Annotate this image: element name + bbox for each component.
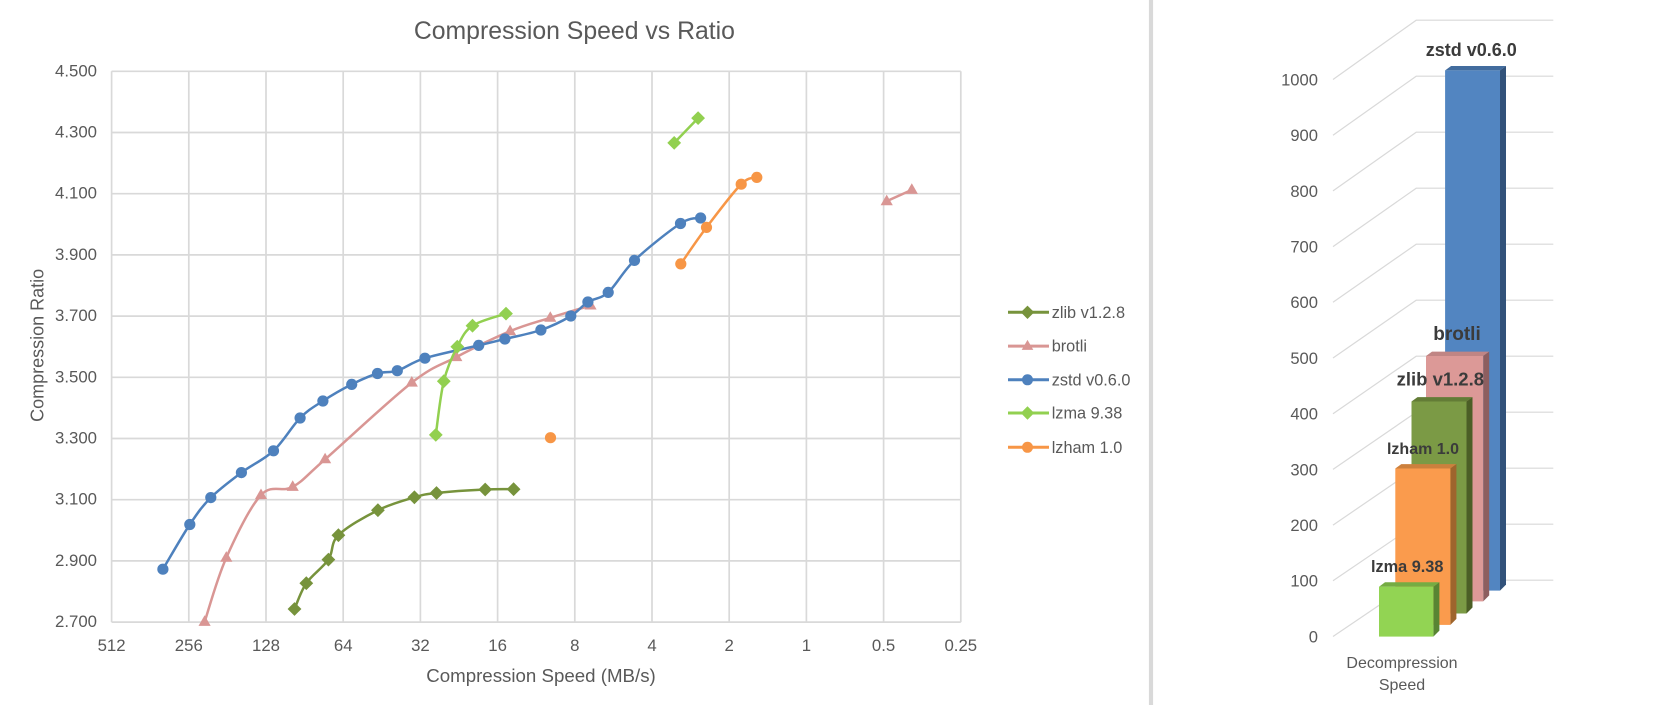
svg-text:3.500: 3.500 (55, 367, 97, 386)
svg-text:3.900: 3.900 (55, 245, 97, 264)
svg-text:4: 4 (647, 636, 656, 655)
svg-text:2.900: 2.900 (55, 551, 97, 570)
svg-text:lzma 9.38: lzma 9.38 (1052, 405, 1123, 423)
svg-text:400: 400 (1290, 405, 1318, 424)
svg-text:800: 800 (1290, 182, 1318, 201)
svg-text:zlib v1.2.8: zlib v1.2.8 (1052, 304, 1125, 322)
svg-text:1000: 1000 (1281, 70, 1318, 89)
svg-text:600: 600 (1290, 293, 1318, 312)
svg-text:brotli: brotli (1433, 324, 1481, 345)
svg-text:3.700: 3.700 (55, 306, 97, 325)
svg-text:200: 200 (1290, 516, 1318, 535)
svg-text:3.100: 3.100 (55, 490, 97, 509)
svg-text:500: 500 (1290, 349, 1318, 368)
svg-text:300: 300 (1290, 460, 1318, 479)
svg-text:100: 100 (1290, 572, 1318, 591)
svg-text:4.300: 4.300 (55, 123, 97, 142)
svg-text:zstd v0.6.0: zstd v0.6.0 (1426, 40, 1517, 60)
svg-text:0.25: 0.25 (944, 636, 977, 655)
svg-text:700: 700 (1290, 238, 1318, 257)
svg-text:lzham 1.0: lzham 1.0 (1387, 441, 1459, 458)
svg-text:0: 0 (1309, 627, 1318, 646)
svg-text:900: 900 (1290, 126, 1318, 145)
svg-text:Decompression: Decompression (1346, 655, 1457, 672)
svg-text:128: 128 (252, 636, 280, 655)
svg-text:lzma 9.38: lzma 9.38 (1371, 558, 1443, 576)
svg-text:256: 256 (175, 636, 203, 655)
svg-text:1: 1 (802, 636, 811, 655)
svg-text:16: 16 (488, 636, 507, 655)
svg-text:32: 32 (411, 636, 430, 655)
svg-text:Speed: Speed (1379, 677, 1425, 694)
svg-text:64: 64 (334, 636, 353, 655)
svg-text:lzham 1.0: lzham 1.0 (1052, 439, 1123, 457)
svg-text:zstd v0.6.0: zstd v0.6.0 (1052, 371, 1131, 389)
svg-text:4.100: 4.100 (55, 184, 97, 203)
svg-text:2.700: 2.700 (55, 612, 97, 631)
svg-text:Compression Ratio: Compression Ratio (28, 269, 48, 422)
svg-text:Compression Speed vs Ratio: Compression Speed vs Ratio (414, 18, 735, 45)
svg-text:512: 512 (98, 636, 126, 655)
svg-text:8: 8 (570, 636, 579, 655)
svg-text:brotli: brotli (1052, 338, 1087, 356)
svg-text:4.500: 4.500 (55, 61, 97, 80)
svg-text:Compression Speed (MB/s): Compression Speed (MB/s) (426, 665, 656, 686)
svg-text:2: 2 (725, 636, 734, 655)
svg-text:0.5: 0.5 (872, 636, 895, 655)
svg-text:zlib v1.2.8: zlib v1.2.8 (1397, 368, 1484, 389)
svg-text:3.300: 3.300 (55, 429, 97, 448)
